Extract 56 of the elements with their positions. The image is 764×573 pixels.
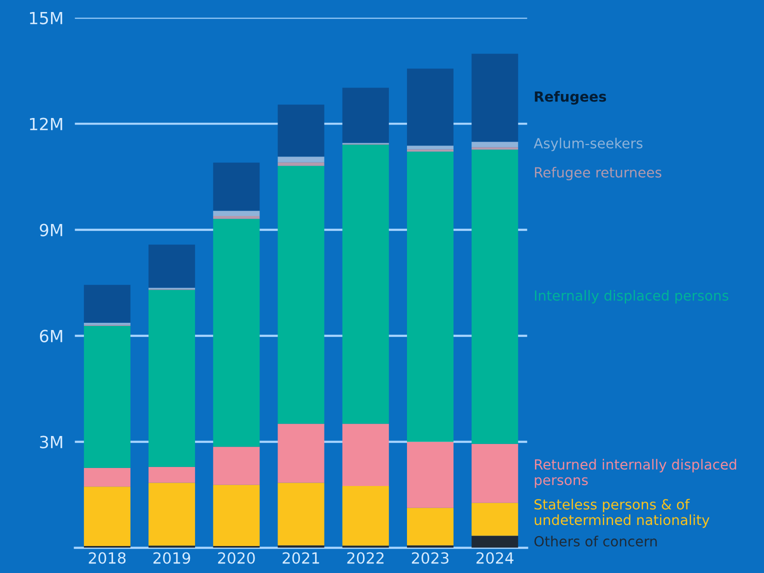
- y-tick-label: 6M: [40, 330, 62, 342]
- bar: [278, 162, 324, 166]
- bar: [213, 218, 260, 447]
- bar: [472, 54, 518, 142]
- bar: [472, 147, 518, 150]
- bar: [342, 486, 389, 546]
- bar: [84, 326, 130, 468]
- series-label: Refugees: [534, 91, 606, 105]
- series-label: Asylum-seekers: [534, 138, 642, 152]
- bar: [278, 156, 324, 162]
- bar: [213, 216, 260, 219]
- bar: [148, 466, 196, 483]
- x-tick-label: 2024: [476, 552, 514, 564]
- bar: [472, 142, 518, 148]
- bar: [278, 104, 324, 157]
- series-label: Returned internally displaced persons: [534, 458, 736, 488]
- bar: [406, 68, 454, 146]
- bar: [278, 482, 324, 546]
- bar: [213, 210, 260, 216]
- bar: [148, 482, 196, 546]
- y-tick-label: 9M: [40, 224, 62, 236]
- bar: [213, 162, 260, 211]
- x-tick-label: 2021: [282, 552, 320, 564]
- bar: [213, 446, 260, 485]
- x-tick-label: 2022: [347, 552, 384, 564]
- y-tick-label: 15M: [30, 12, 62, 24]
- bar: [406, 442, 454, 508]
- bar: [342, 88, 389, 143]
- bar: [148, 290, 196, 467]
- bar: [278, 166, 324, 424]
- x-tick-label: 2023: [412, 552, 448, 564]
- x-tick-label: 2020: [218, 552, 255, 564]
- bar: [84, 284, 130, 323]
- bar: [472, 444, 518, 503]
- bar: [472, 502, 518, 536]
- bar: [406, 152, 454, 442]
- bar: [84, 486, 130, 546]
- bar: [472, 536, 518, 548]
- series-label: Stateless persons & of undetermined nationality: [534, 498, 710, 528]
- series-label: Internally displaced persons: [534, 290, 728, 304]
- y-tick-label: 12M: [30, 118, 62, 130]
- bar: [148, 244, 196, 288]
- bar: [213, 484, 260, 546]
- series-label: Others of concern: [534, 536, 657, 547]
- bar: [406, 149, 454, 152]
- bar: [342, 144, 389, 424]
- bar: [278, 424, 324, 483]
- bar: [406, 146, 454, 150]
- bar: [406, 508, 454, 546]
- x-tick-label: 2018: [88, 552, 126, 564]
- bar: [342, 424, 389, 486]
- bar: [84, 468, 130, 487]
- series-label: Refugee returnees: [534, 166, 662, 180]
- bar: [472, 150, 518, 444]
- x-tick-label: 2019: [153, 552, 190, 564]
- y-tick-label: 3M: [40, 436, 62, 448]
